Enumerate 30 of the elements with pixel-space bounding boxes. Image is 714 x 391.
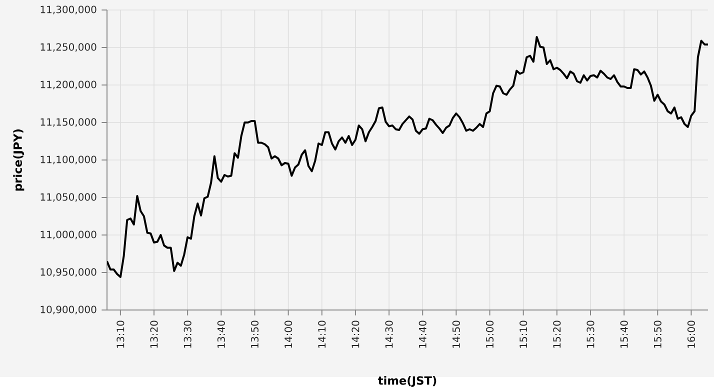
x-tick-label: 15:50 (654, 320, 662, 348)
x-tick-label: 14:10 (318, 320, 326, 348)
x-axis-title: time(JST) (378, 376, 436, 387)
x-tick-label: 13:40 (217, 320, 225, 348)
x-tick-label: 13:10 (116, 320, 124, 348)
x-tick-label: 13:30 (184, 320, 192, 348)
x-tick-label: 14:00 (284, 320, 292, 348)
y-axis-title: price(JPY) (13, 129, 24, 190)
y-tick-label: 11,250,000 (40, 43, 96, 52)
x-tick-label: 14:40 (418, 320, 426, 348)
y-tick-label: 11,200,000 (40, 80, 96, 90)
x-tick-label: 15:40 (620, 320, 628, 348)
y-tick-label: 10,900,000 (40, 306, 96, 314)
y-tick-label: 11,100,000 (40, 156, 96, 164)
line-series (107, 36, 708, 278)
x-tick-label: 15:00 (486, 320, 494, 348)
x-tick-label: 14:30 (385, 320, 393, 348)
y-tick-label: 11,300,000 (40, 6, 96, 14)
x-tick-label: 15:30 (586, 320, 594, 348)
x-tick-label: 13:20 (150, 320, 158, 348)
x-tick-label: 13:50 (250, 320, 259, 348)
x-tick-label: 15:10 (520, 320, 528, 348)
y-tick-label: 11,150,000 (40, 118, 96, 127)
y-tick-label: 10,950,000 (40, 268, 96, 277)
x-tick-label: 14:50 (452, 320, 460, 348)
x-tick-label: 15:20 (553, 320, 561, 348)
x-tick-label: 16:00 (687, 320, 696, 348)
y-tick-label: 11,050,000 (40, 193, 96, 202)
y-tick-label: 11,000,000 (40, 230, 96, 240)
x-tick-label: 14:20 (352, 320, 360, 348)
